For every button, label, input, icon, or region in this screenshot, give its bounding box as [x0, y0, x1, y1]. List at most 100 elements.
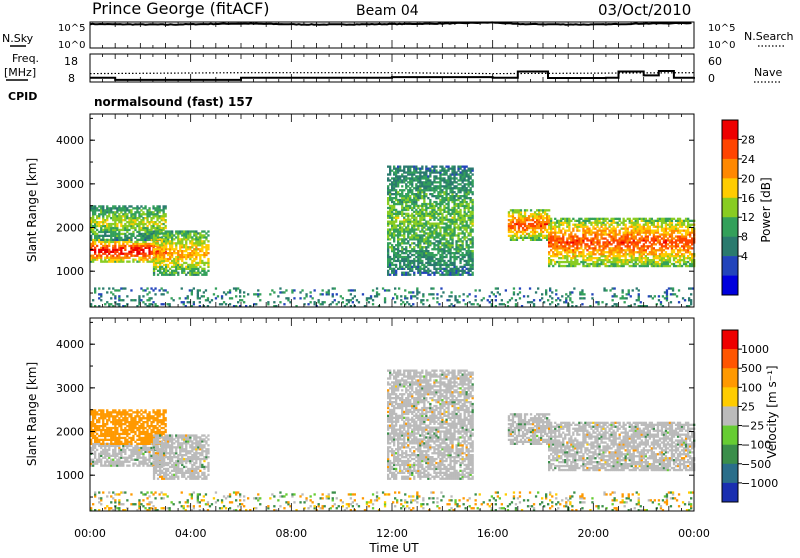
power-cell [387, 207, 389, 209]
power-cell [445, 223, 447, 225]
power-cell [510, 209, 512, 211]
power-cell [665, 230, 667, 232]
power-cell [419, 195, 421, 197]
power-cell [526, 225, 528, 227]
power-cell [403, 264, 405, 266]
power-cell [451, 219, 453, 221]
power-cell [427, 236, 429, 238]
power-cell [423, 246, 425, 248]
power-cell [669, 253, 671, 255]
power-cell [221, 303, 223, 305]
power-cell [203, 270, 205, 272]
power-cell [150, 233, 152, 235]
power-cell [466, 221, 468, 223]
power-cell [205, 246, 207, 248]
power-cell [560, 241, 562, 243]
power-cell [391, 246, 393, 248]
power-cell [675, 226, 677, 228]
power-cell [671, 224, 673, 226]
power-cell [110, 209, 112, 211]
power-cell [528, 215, 530, 217]
power-cell [675, 224, 677, 226]
power-cell [464, 264, 466, 266]
power-cell [649, 253, 651, 255]
power-cell [430, 293, 432, 295]
power-cell [449, 270, 451, 272]
power-cell [126, 221, 128, 223]
power-cell [98, 215, 100, 217]
power-cell [669, 265, 671, 267]
power-cell [175, 252, 177, 254]
power-cell [457, 244, 459, 246]
power-cell [467, 295, 469, 297]
power-cell [584, 237, 586, 239]
power-cell [413, 215, 415, 217]
power-cell [457, 236, 459, 238]
power-cell [576, 245, 578, 247]
power-cell [641, 245, 643, 247]
power-cell [596, 218, 598, 220]
power-cell [142, 257, 144, 259]
power-cell [421, 230, 423, 232]
power-cell [96, 233, 98, 235]
power-cell [472, 179, 474, 181]
power-cell [604, 241, 606, 243]
power-cell [98, 251, 100, 253]
power-cell [623, 265, 625, 267]
power-cell [655, 220, 657, 222]
power-cell [411, 185, 413, 187]
power-cell [508, 223, 510, 225]
power-cell [169, 256, 171, 258]
power-cell [588, 259, 590, 261]
power-cell [419, 262, 421, 264]
power-cell [470, 228, 472, 230]
power-cell [427, 268, 429, 270]
power-cell [445, 246, 447, 248]
power-cell [393, 270, 395, 272]
power-cell [610, 218, 612, 220]
power-cell [120, 225, 122, 227]
power-cell [409, 219, 411, 221]
power-cell [604, 245, 606, 247]
power-cell [161, 274, 163, 276]
power-cell [470, 207, 472, 209]
power-cell [397, 168, 399, 170]
power-cell [516, 231, 518, 233]
power-cell [544, 235, 546, 237]
power-cell [171, 266, 173, 268]
power-cell [598, 259, 600, 261]
power-cell [552, 222, 554, 224]
power-cell [161, 252, 163, 254]
power-cell [197, 289, 199, 291]
power-cell [455, 219, 457, 221]
power-cell [562, 233, 564, 235]
power-cell [413, 274, 415, 276]
power-cell [393, 201, 395, 203]
power-cell [177, 236, 179, 238]
power-cell [126, 207, 128, 209]
power-cell [136, 235, 138, 237]
power-cell [602, 245, 604, 247]
power-cell [134, 219, 136, 221]
power-cell [163, 209, 165, 211]
power-cell [462, 248, 464, 250]
power-cell [161, 215, 163, 217]
power-cell [445, 195, 447, 197]
power-cell [550, 218, 552, 220]
power-cell [659, 226, 661, 228]
power-cell [340, 295, 342, 297]
power-cell [685, 261, 687, 263]
power-cell [136, 205, 138, 207]
power-cell [429, 256, 431, 258]
power-cell [419, 236, 421, 238]
power-cell [399, 168, 401, 170]
power-cell [436, 297, 438, 299]
power-cell [189, 240, 191, 242]
power-cell [126, 225, 128, 227]
power-cell [619, 237, 621, 239]
power-cell [625, 235, 627, 237]
power-cell [562, 257, 564, 259]
power-cell [114, 245, 116, 247]
power-cell [417, 221, 419, 223]
power-cell [431, 189, 433, 191]
